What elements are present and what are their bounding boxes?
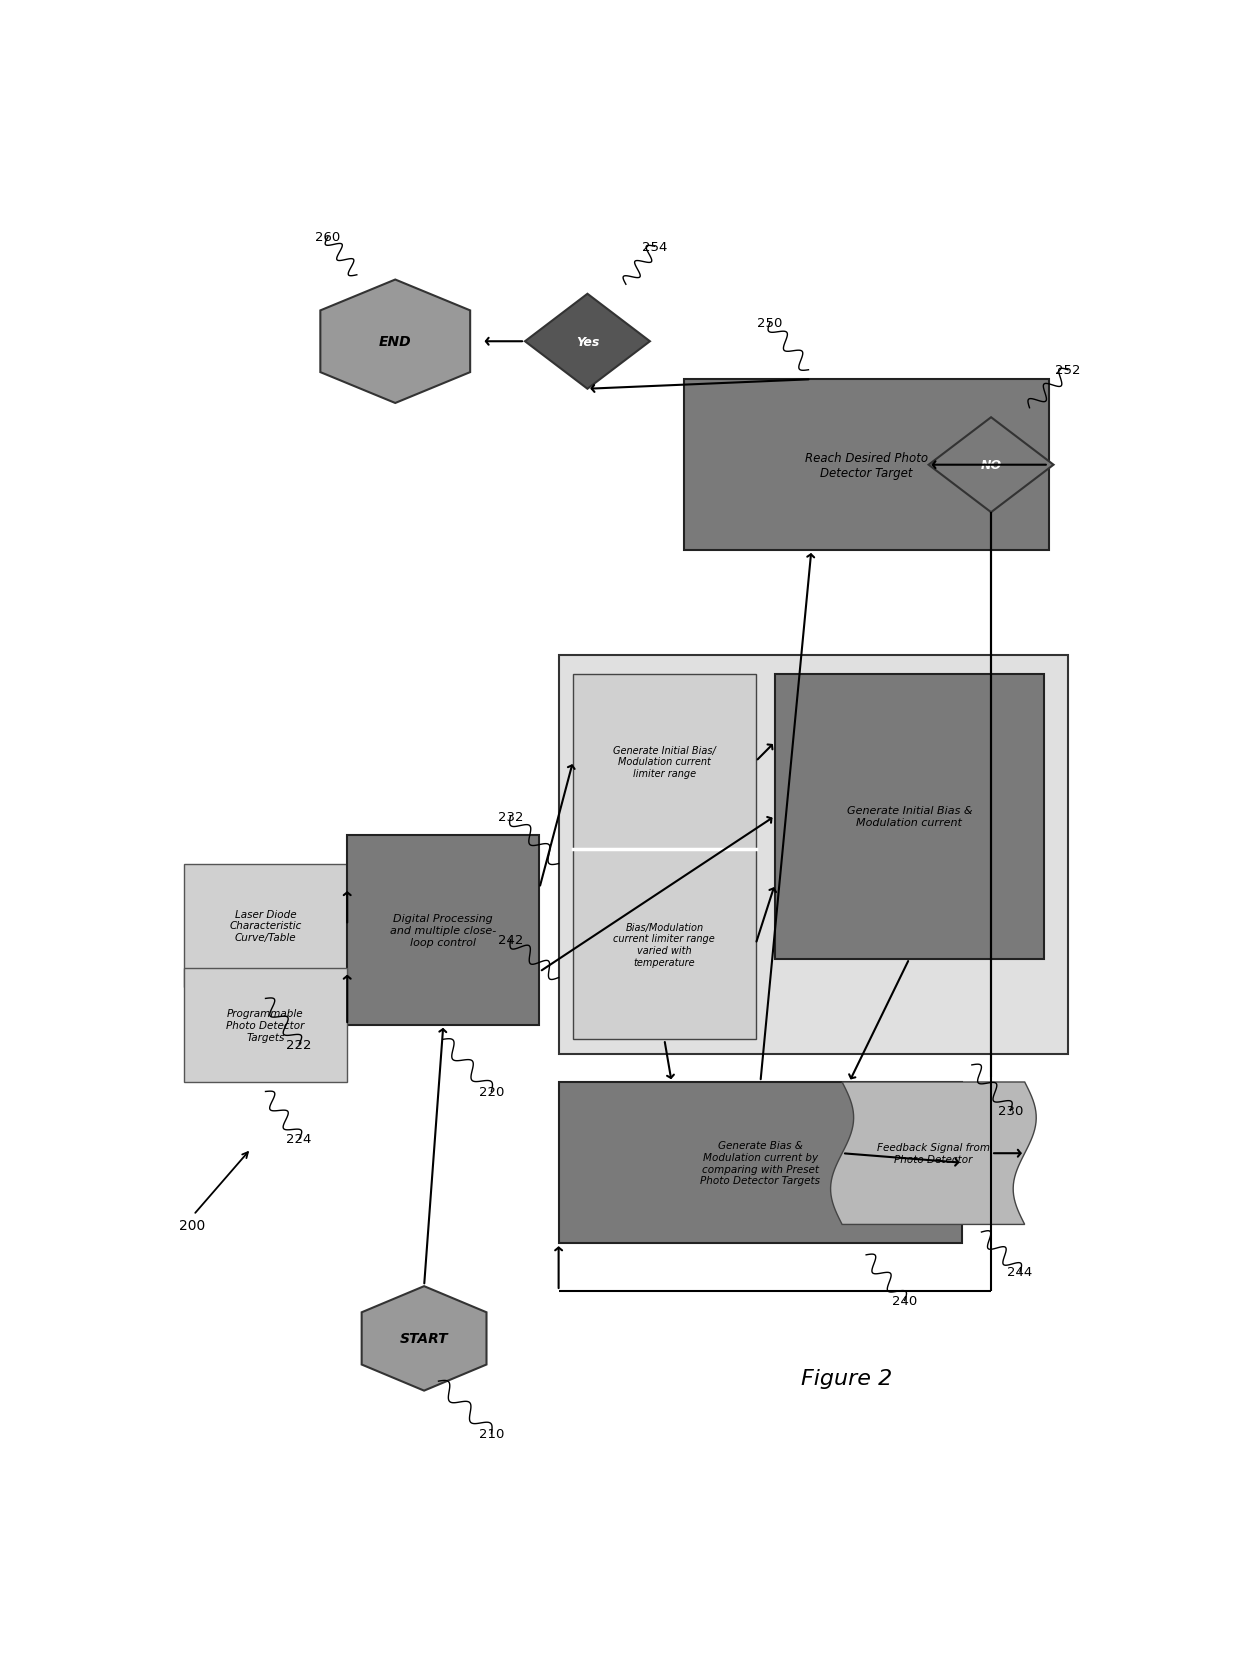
Text: 242: 242 — [498, 934, 523, 947]
FancyBboxPatch shape — [559, 656, 1068, 1053]
FancyBboxPatch shape — [184, 864, 347, 987]
FancyBboxPatch shape — [559, 1082, 962, 1243]
Text: Laser Diode
Characteristic
Curve/Table: Laser Diode Characteristic Curve/Table — [229, 909, 301, 942]
Text: Generate Initial Bias &
Modulation current: Generate Initial Bias & Modulation curre… — [847, 805, 972, 827]
Text: Reach Desired Photo
Detector Target: Reach Desired Photo Detector Target — [805, 451, 928, 479]
Text: 220: 220 — [479, 1085, 503, 1098]
Text: Programmable
Photo Detector
Targets: Programmable Photo Detector Targets — [227, 1008, 305, 1042]
Text: 222: 222 — [286, 1038, 312, 1052]
Text: 240: 240 — [892, 1295, 918, 1308]
Text: 224: 224 — [286, 1133, 311, 1146]
Text: Bias/Modulation
current limiter range
varied with
temperature: Bias/Modulation current limiter range va… — [614, 922, 715, 967]
Text: 252: 252 — [1055, 364, 1081, 378]
Text: Generate Bias &
Modulation current by
comparing with Preset
Photo Detector Targe: Generate Bias & Modulation current by co… — [701, 1140, 821, 1185]
Text: 244: 244 — [1007, 1266, 1033, 1278]
Text: NO: NO — [981, 459, 1002, 473]
Text: 200: 200 — [179, 1218, 206, 1233]
Text: START: START — [399, 1331, 449, 1346]
Polygon shape — [831, 1082, 1037, 1225]
Text: 260: 260 — [315, 231, 341, 245]
Text: 250: 250 — [758, 316, 782, 329]
Text: 230: 230 — [998, 1105, 1023, 1117]
FancyBboxPatch shape — [347, 835, 539, 1025]
Text: Digital Processing
and multiple close-
loop control: Digital Processing and multiple close- l… — [391, 914, 496, 947]
Text: Yes: Yes — [575, 336, 599, 348]
FancyBboxPatch shape — [573, 674, 755, 1040]
Text: Generate Initial Bias/
Modulation current
limiter range: Generate Initial Bias/ Modulation curren… — [613, 745, 715, 779]
FancyBboxPatch shape — [184, 968, 347, 1082]
Text: 210: 210 — [479, 1428, 503, 1439]
Text: END: END — [379, 334, 412, 349]
Polygon shape — [525, 295, 650, 389]
FancyBboxPatch shape — [775, 674, 1044, 958]
Text: Feedback Signal from
Photo Detector: Feedback Signal from Photo Detector — [877, 1143, 990, 1165]
FancyBboxPatch shape — [683, 379, 1049, 551]
Text: Figure 2: Figure 2 — [801, 1368, 893, 1388]
Polygon shape — [362, 1286, 486, 1391]
Text: 254: 254 — [642, 241, 667, 253]
Polygon shape — [929, 418, 1054, 513]
Text: 232: 232 — [497, 810, 523, 824]
Polygon shape — [320, 280, 470, 404]
